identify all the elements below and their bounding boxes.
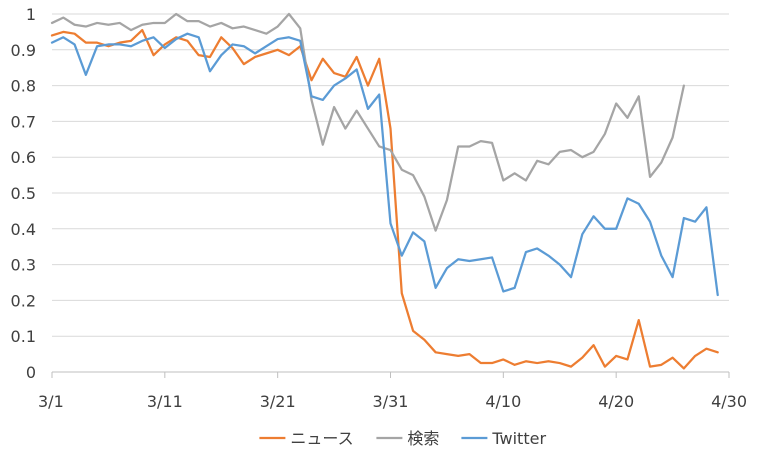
x-axis [51,371,730,378]
y-tick-label: 0.9 [11,41,36,60]
y-tick-label: 0.4 [11,220,36,239]
y-tick-label: 0.7 [11,112,36,131]
gridlines [52,13,729,337]
legend: ニュース 検索 Twitter [259,429,546,448]
y-tick-label: 1 [26,5,36,24]
x-tick-label: 3/1 [38,392,64,411]
x-tick-label: 4/10 [485,392,521,411]
legend-label: ニュース [290,429,353,448]
x-axis-tick-labels: 3/1 3/11 3/21 3/31 4/10 4/20 4/30 [38,392,747,411]
series-line-1 [50,12,685,232]
series-line-2 [50,32,719,297]
legend-item: 検索 [376,429,439,448]
legend-label: 検索 [407,429,439,448]
y-tick-label: 0.8 [11,77,36,96]
y-tick-label: 0.6 [11,148,36,167]
legend-item: ニュース [259,429,354,448]
legend-label: Twitter [491,429,546,448]
x-tick-label: 4/30 [711,392,747,411]
x-tick-label: 3/11 [147,392,183,411]
y-tick-label: 0.1 [11,327,36,346]
x-tick-label: 4/20 [598,392,634,411]
y-axis-tick-labels: 0 0.1 0.2 0.3 0.4 0.5 0.6 0.7 0.8 0.9 1 [11,5,36,382]
series-line-0 [50,28,719,370]
y-tick-label: 0.3 [11,256,36,275]
series-lines [50,12,719,370]
x-tick-label: 3/21 [260,392,296,411]
y-tick-label: 0 [26,363,36,382]
y-tick-label: 0.2 [11,291,36,310]
legend-item: Twitter [461,429,546,448]
y-tick-label: 0.5 [11,184,36,203]
x-tick-label: 3/31 [373,392,409,411]
